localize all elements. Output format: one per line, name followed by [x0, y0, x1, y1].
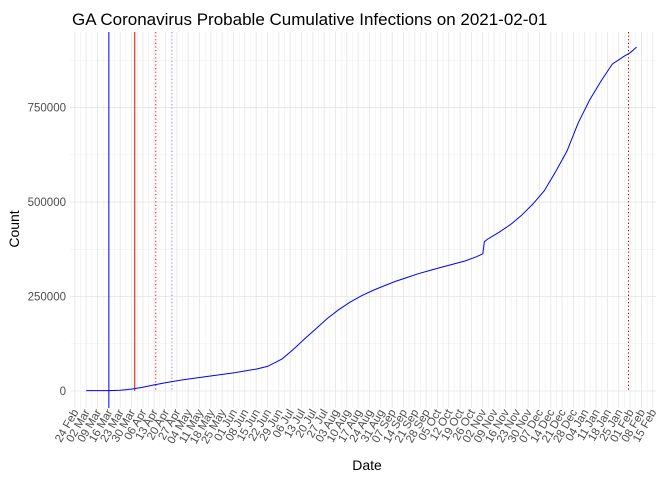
series-layer — [86, 46, 637, 392]
grid-major — [70, 32, 656, 408]
reference-lines — [108, 32, 629, 408]
y-tick-label: 500000 — [28, 197, 66, 209]
y-tick-label: 0 — [60, 386, 66, 398]
y-axis-title: Count — [6, 210, 22, 247]
x-axis-title: Date — [352, 457, 382, 473]
series-line — [86, 46, 637, 392]
y-tick-label: 750000 — [28, 103, 66, 115]
y-tick-label: 250000 — [28, 292, 66, 304]
grid-minor — [70, 32, 656, 408]
chart-title: GA Coronavirus Probable Cumulative Infec… — [72, 10, 547, 29]
y-tick-labels: 0 250000 500000 750000 — [28, 103, 66, 398]
